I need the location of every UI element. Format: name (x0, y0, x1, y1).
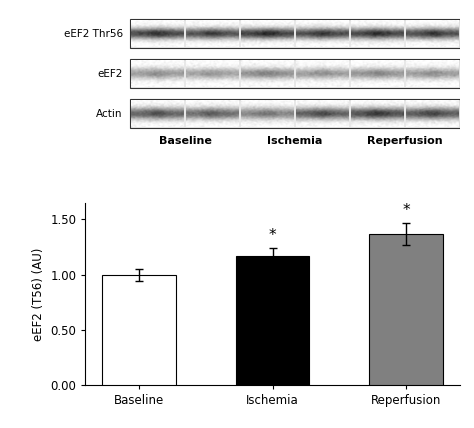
Bar (130, 59, 460, 88)
Text: *: * (269, 228, 276, 243)
Bar (369, 234, 443, 385)
Text: Reperfusion: Reperfusion (367, 136, 443, 146)
Text: Baseline: Baseline (159, 136, 211, 146)
Bar (236, 256, 309, 385)
Text: Actin: Actin (96, 109, 123, 119)
Bar (130, 99, 460, 128)
Text: Ischemia: Ischemia (267, 136, 323, 146)
Text: eEF2 Thr56: eEF2 Thr56 (64, 29, 123, 39)
Bar (102, 275, 176, 385)
Bar (130, 19, 460, 48)
Text: *: * (402, 203, 410, 218)
Y-axis label: eEF2 (T56) (AU): eEF2 (T56) (AU) (32, 247, 45, 341)
Text: eEF2: eEF2 (97, 68, 123, 79)
